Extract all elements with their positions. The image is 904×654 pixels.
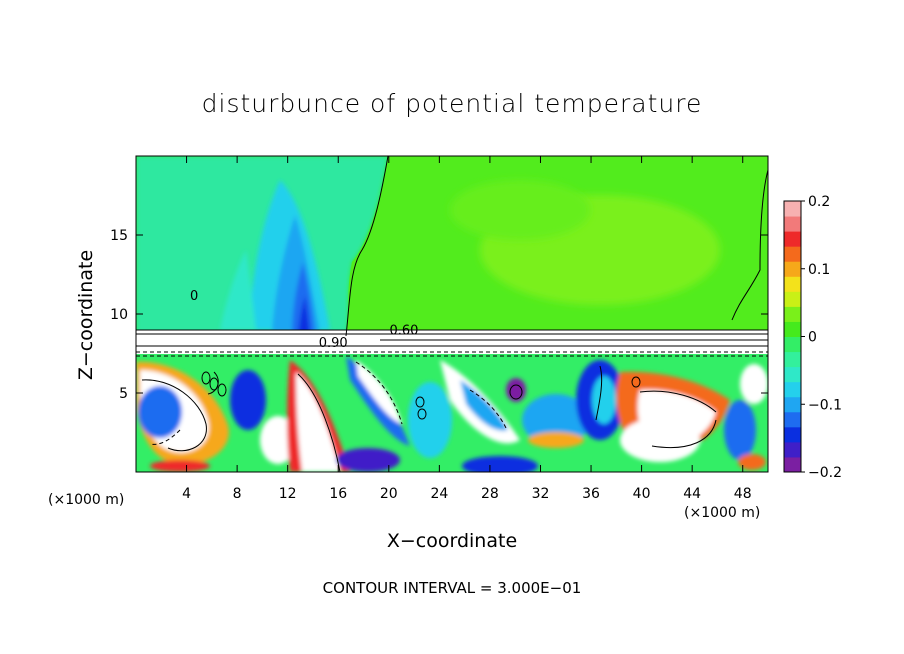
y-tick-label: 10 <box>110 307 128 323</box>
x-axis-label: X−coordinate <box>387 530 517 552</box>
x-tick-label: 32 <box>532 486 550 502</box>
colorbar-swatch <box>784 216 801 232</box>
plot-area <box>136 156 768 472</box>
colorbar-swatch <box>784 231 801 247</box>
y-axis: 5 10 15 <box>110 228 768 402</box>
x-tick-label: 36 <box>582 486 600 502</box>
chart-title: disturbunce of potential temperature <box>202 89 703 118</box>
colorbar-swatch <box>784 336 801 353</box>
colorbar-swatch <box>784 246 801 262</box>
colorbar-tick-label: −0.2 <box>808 465 842 481</box>
x-tick-label: 44 <box>683 486 701 502</box>
contour-lines <box>136 156 768 472</box>
colorbar-tick-label: 0.1 <box>808 262 830 278</box>
colorbar-swatch <box>784 381 801 398</box>
colorbar-swatch <box>784 351 801 368</box>
colorbar-swatch <box>784 201 801 217</box>
field-warm-patch <box>450 180 590 240</box>
x-tick-label: 28 <box>481 486 499 502</box>
x-unit-left: (×1000 m) <box>48 492 124 508</box>
colorbar-swatch <box>784 321 801 337</box>
colorbar-swatch <box>784 396 801 413</box>
colorbar-tick-label: 0.2 <box>808 194 830 210</box>
colorbar-swatch <box>784 426 801 443</box>
contour-label: 0.90 <box>319 336 348 351</box>
colorbar: 0.2 0.1 0 −0.1 −0.2 <box>783 194 842 481</box>
y-tick-label: 5 <box>119 386 128 402</box>
x-tick-label: 40 <box>633 486 651 502</box>
y-axis-label: Z−coordinate <box>75 250 97 380</box>
contour-label: 0 <box>190 289 198 304</box>
colorbar-swatch <box>784 366 801 383</box>
contour-label-layer: 0 0.60 0.90 <box>190 289 418 351</box>
x-tick-label: 16 <box>329 486 347 502</box>
colorbar-swatch <box>784 291 801 307</box>
colorbar-tick-label: −0.1 <box>808 397 842 413</box>
colorbar-tick-label: 0 <box>808 330 817 346</box>
colorbar-swatch <box>784 441 801 458</box>
colorbar-swatch <box>784 456 801 473</box>
colorbar-swatch <box>784 276 801 292</box>
x-tick-label: 48 <box>734 486 752 502</box>
x-tick-label: 8 <box>233 486 242 502</box>
x-unit-right: (×1000 m) <box>684 505 760 521</box>
contour-label: 0.60 <box>389 324 418 339</box>
contour-interval-note: CONTOUR INTERVAL = 3.000E−01 <box>323 579 582 597</box>
x-tick-label: 4 <box>182 486 191 502</box>
cold-plume <box>220 180 330 336</box>
colorbar-swatch <box>784 261 801 277</box>
x-tick-label: 20 <box>380 486 398 502</box>
colorbar-swatch <box>784 411 801 428</box>
x-tick-label: 24 <box>430 486 448 502</box>
colorbar-swatch <box>784 306 801 322</box>
x-axis: 4 8 12 16 20 24 28 32 36 40 44 48 <box>182 156 752 502</box>
turbulent-eddies <box>136 356 768 472</box>
y-tick-label: 15 <box>110 228 128 244</box>
x-tick-label: 12 <box>279 486 297 502</box>
